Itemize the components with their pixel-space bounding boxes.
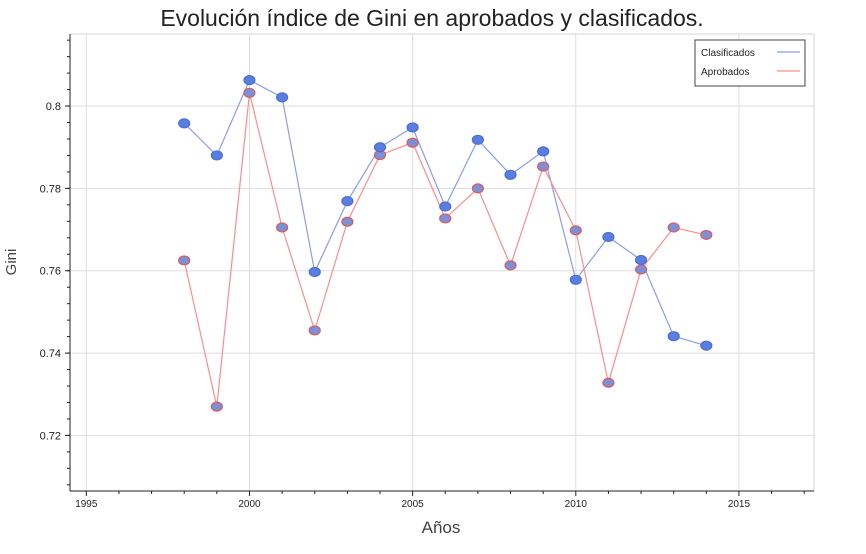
data-point-clasificados [602, 231, 615, 243]
x-tick-label: 2005 [402, 499, 425, 510]
data-point-aprobados [700, 229, 713, 241]
legend-box [694, 39, 806, 87]
data-point-clasificados [700, 340, 713, 351]
data-point-clasificados [439, 201, 452, 212]
data-point-clasificados [243, 75, 256, 86]
legend: Clasificados Aprobados [694, 39, 806, 87]
data-point-clasificados [504, 169, 517, 180]
data-point-clasificados [210, 150, 223, 161]
data-point-aprobados [569, 225, 582, 236]
data-point-aprobados [667, 222, 680, 233]
data-point-clasificados [537, 146, 550, 157]
y-tick-label: 0.72 [40, 430, 61, 442]
data-point-clasificados [341, 196, 354, 207]
data-point-aprobados [439, 213, 452, 224]
data-point-clasificados [667, 331, 680, 342]
x-tick-label: 2000 [238, 499, 261, 510]
legend-label: Clasificados [701, 48, 755, 59]
data-point-aprobados [178, 255, 191, 266]
data-point-aprobados [243, 87, 256, 98]
data-point-clasificados [373, 142, 387, 153]
chart-title: Evolución índice de Gini en aprobados y … [160, 5, 703, 31]
y-axis-label: Gini [3, 249, 20, 276]
data-point-clasificados [178, 118, 191, 129]
x-tick-label: 2010 [565, 499, 588, 510]
y-tick-label: 0.76 [40, 266, 61, 278]
data-point-aprobados [471, 183, 484, 194]
series-line-clasificados [183, 79, 707, 347]
axis-ticks: 1995 2000 2005 2010 2015 0.72 0.74 0.76 0.78 0.8 [40, 39, 805, 510]
data-point-clasificados [308, 266, 321, 278]
data-point-clasificados [276, 92, 289, 103]
data-point-aprobados [634, 264, 648, 275]
data-point-clasificados [406, 122, 419, 133]
y-tick-label: 0.78 [40, 183, 61, 195]
x-tick-label: 1995 [75, 499, 98, 510]
series-line-aprobados [183, 92, 707, 407]
data-point-aprobados [504, 260, 517, 271]
legend-label: Aprobados [701, 67, 749, 78]
data-point-clasificados [569, 274, 582, 285]
data-point-aprobados [341, 216, 354, 227]
data-point-clasificados [471, 134, 484, 145]
series-lines [183, 79, 707, 407]
grid [70, 34, 814, 491]
data-point-aprobados [406, 137, 419, 148]
y-tick-label: 0.74 [40, 348, 61, 360]
data-point-aprobados [602, 377, 615, 388]
x-tick-label: 2015 [728, 499, 751, 510]
data-point-aprobados [276, 222, 289, 233]
data-point-aprobados [537, 161, 550, 172]
data-point-clasificados [634, 254, 648, 266]
y-tick-label: 0.8 [46, 101, 61, 113]
data-point-aprobados [210, 401, 223, 412]
series-points [178, 75, 713, 412]
data-point-aprobados [308, 325, 321, 336]
x-axis-label: Años [422, 518, 461, 537]
